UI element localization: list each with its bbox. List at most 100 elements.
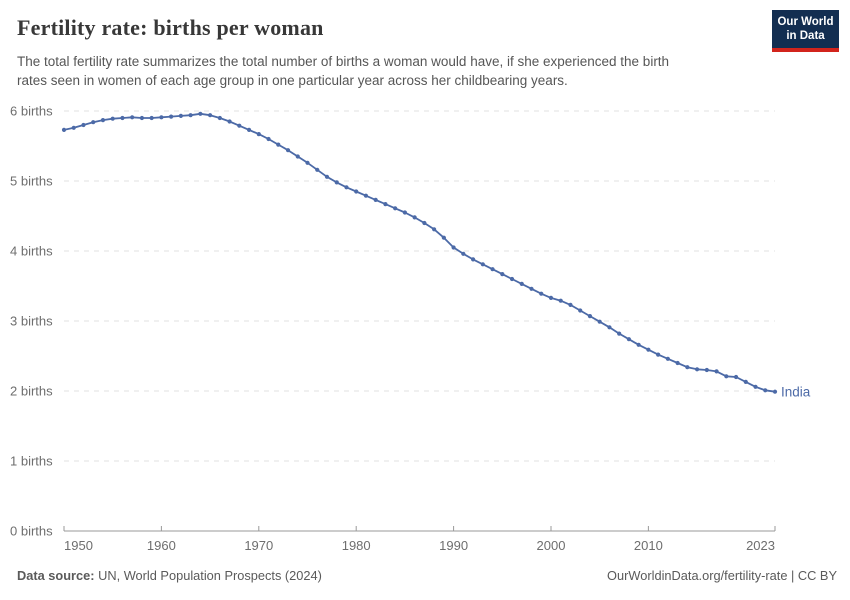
data-point[interactable] — [81, 122, 86, 128]
data-point[interactable] — [130, 115, 135, 120]
data-point[interactable] — [295, 154, 300, 159]
data-point[interactable] — [539, 291, 544, 296]
data-point[interactable] — [198, 111, 203, 116]
data-point[interactable] — [120, 115, 125, 121]
x-tick-label: 2010 — [634, 538, 663, 553]
data-point[interactable] — [256, 132, 261, 137]
india-line-series[interactable] — [63, 112, 776, 393]
data-point[interactable] — [432, 227, 437, 232]
data-point[interactable] — [480, 262, 485, 267]
data-point[interactable] — [451, 245, 456, 250]
data-point[interactable] — [315, 167, 320, 172]
data-point[interactable] — [159, 115, 164, 120]
chart-subtitle-line1: The total fertility rate summarizes the … — [17, 54, 670, 69]
data-point[interactable] — [422, 220, 427, 226]
data-point[interactable] — [178, 113, 183, 118]
data-point[interactable] — [763, 388, 768, 393]
data-point[interactable] — [305, 160, 310, 165]
data-source-note: Data source: UN, World Population Prospe… — [17, 568, 322, 583]
data-point[interactable] — [694, 367, 700, 372]
data-point[interactable] — [402, 210, 407, 215]
data-point[interactable] — [607, 325, 612, 330]
data-point[interactable] — [169, 114, 174, 119]
y-tick-label: 3 births — [10, 314, 53, 329]
chart-subtitle-line2: rates seen in women of each age group in… — [17, 73, 568, 88]
data-point[interactable] — [344, 185, 349, 190]
data-point[interactable] — [393, 206, 398, 211]
data-point[interactable] — [61, 127, 67, 132]
y-tick-label: 0 births — [10, 524, 53, 539]
data-point[interactable] — [733, 374, 739, 380]
data-point[interactable] — [334, 180, 339, 185]
data-point[interactable] — [246, 127, 252, 132]
data-point[interactable] — [71, 125, 76, 130]
data-point[interactable] — [685, 365, 690, 370]
data-point[interactable] — [188, 113, 193, 118]
x-tick-label: 1960 — [147, 538, 176, 553]
data-point[interactable] — [548, 295, 554, 300]
data-point[interactable] — [490, 267, 495, 272]
credit-link[interactable]: OurWorldinData.org/fertility-rate | CC B… — [607, 568, 837, 583]
chart-footer: Data source: UN, World Population Prospe… — [17, 568, 837, 583]
data-point[interactable] — [509, 276, 515, 282]
data-source-label: Data source: — [17, 568, 95, 583]
data-point[interactable] — [568, 302, 573, 307]
data-point[interactable] — [227, 119, 232, 124]
data-point[interactable] — [636, 342, 641, 347]
data-point[interactable] — [139, 115, 145, 121]
data-point[interactable] — [626, 337, 632, 342]
data-point[interactable] — [470, 257, 476, 262]
data-point[interactable] — [597, 319, 602, 324]
x-tick-label: 1950 — [64, 538, 93, 553]
data-point[interactable] — [412, 215, 417, 220]
x-tick-label: 2000 — [537, 538, 566, 553]
data-point[interactable] — [91, 120, 96, 125]
data-point[interactable] — [656, 352, 661, 357]
data-point[interactable] — [461, 251, 466, 256]
data-point[interactable] — [519, 281, 524, 286]
data-point[interactable] — [500, 272, 505, 277]
data-point[interactable] — [363, 193, 369, 198]
data-point[interactable] — [675, 360, 680, 366]
x-tick-label: 1970 — [244, 538, 273, 553]
owid-logo[interactable]: Our World in Data — [772, 10, 839, 52]
data-point[interactable] — [704, 367, 709, 373]
owid-logo-line2: in Data — [786, 29, 825, 42]
data-point[interactable] — [617, 331, 622, 336]
data-point[interactable] — [266, 136, 271, 142]
x-tick-label: 1990 — [439, 538, 468, 553]
data-point[interactable] — [753, 384, 758, 389]
data-point[interactable] — [217, 115, 222, 121]
data-point[interactable] — [237, 123, 242, 128]
data-point[interactable] — [724, 374, 729, 379]
data-point[interactable] — [743, 379, 748, 384]
owid-logo-line1: Our World — [777, 16, 834, 28]
data-point[interactable] — [110, 116, 115, 121]
data-point[interactable] — [665, 356, 670, 361]
data-point[interactable] — [324, 174, 330, 179]
data-point[interactable] — [558, 298, 563, 303]
data-point[interactable] — [587, 314, 593, 319]
data-point[interactable] — [646, 347, 651, 352]
data-point[interactable] — [383, 202, 388, 207]
data-point[interactable] — [529, 286, 534, 291]
y-tick-label: 1 births — [10, 454, 53, 469]
data-point[interactable] — [149, 115, 154, 121]
data-point[interactable] — [714, 369, 719, 374]
data-point[interactable] — [441, 235, 446, 240]
data-point[interactable] — [578, 308, 583, 313]
series-label-india[interactable]: India — [781, 384, 811, 399]
data-point[interactable] — [276, 142, 281, 147]
data-point[interactable] — [100, 118, 106, 123]
y-tick-label: 5 births — [10, 174, 53, 189]
y-tick-label: 4 births — [10, 244, 53, 259]
data-point[interactable] — [207, 113, 213, 118]
data-point[interactable] — [354, 189, 359, 194]
data-point[interactable] — [772, 389, 778, 394]
y-tick-label: 6 births — [10, 104, 53, 119]
page-title: Fertility rate: births per woman — [17, 15, 324, 40]
data-point[interactable] — [373, 197, 378, 202]
data-point[interactable] — [285, 148, 291, 153]
